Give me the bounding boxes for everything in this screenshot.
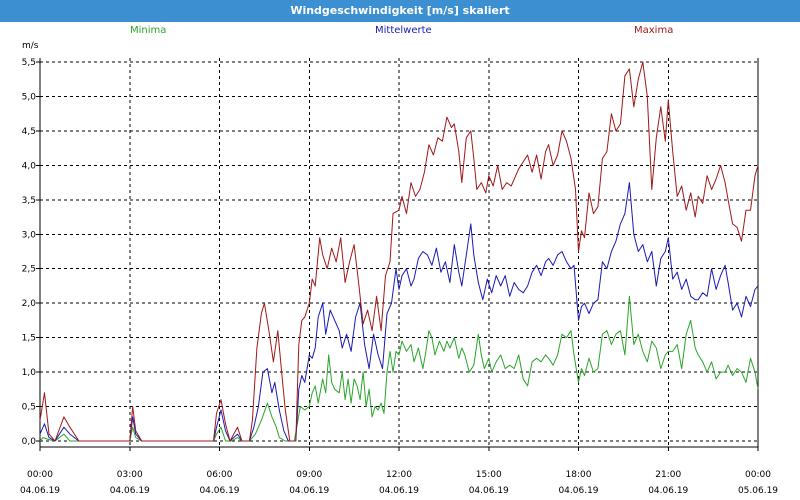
- y-tick-label: 5,5: [22, 58, 36, 68]
- x-tick-time-label: 03:00: [117, 470, 143, 480]
- grid-lines: [40, 58, 758, 447]
- x-tick-date-label: 04.06.19: [558, 486, 598, 496]
- x-tick-date-label: 04.06.19: [199, 486, 239, 496]
- y-tick-label: 4,5: [22, 127, 36, 137]
- series-line-mittelwerte: [39, 182, 759, 442]
- x-tick-date-label: 04.06.19: [289, 486, 329, 496]
- x-tick-date-label: 04.06.19: [648, 486, 688, 496]
- x-tick-time-label: 18:00: [566, 470, 592, 480]
- x-tick-time-label: 09:00: [296, 470, 322, 480]
- y-tick-label: 1,0: [22, 368, 37, 378]
- x-tick-date-label: 05.06.19: [738, 486, 778, 496]
- y-tick-label: 3,5: [22, 196, 36, 206]
- x-tick-date-label: 04.06.19: [379, 486, 419, 496]
- window-title: Windgeschwindigkeit [m/s] skaliert: [0, 0, 800, 22]
- y-tick-label: 0,0: [22, 437, 37, 447]
- x-tick-time-label: 12:00: [386, 470, 412, 480]
- series-line-minima: [39, 295, 759, 442]
- x-tick-time-label: 15:00: [476, 470, 502, 480]
- y-tick-label: 1,5: [22, 334, 36, 344]
- x-tick-date-label: 04.06.19: [20, 486, 60, 496]
- y-axis-unit-label: m/s: [22, 41, 39, 51]
- x-tick-time-label: 00:00: [745, 470, 771, 480]
- x-tick-date-label: 04.06.19: [110, 486, 150, 496]
- x-tick-date-label: 04.06.19: [469, 486, 509, 496]
- y-tick-label: 4,0: [22, 161, 37, 171]
- y-tick-label: 2,0: [22, 299, 37, 309]
- x-tick-time-label: 06:00: [207, 470, 233, 480]
- series-lines: [39, 61, 759, 442]
- y-tick-label: 5,0: [22, 92, 37, 102]
- x-tick-time-label: 21:00: [655, 470, 681, 480]
- tick-labels: 0,0 0,5 1,0 1,5 2,0 2,5 3,0 3,5 4,0 4,5 5,0 5,5 m/s 0…: [20, 41, 778, 496]
- legend-maxima: Maxima: [634, 25, 674, 36]
- x-tick-time-label: 00:00: [27, 470, 53, 480]
- y-tick-label: 0,5: [22, 403, 36, 413]
- y-tick-label: 2,5: [22, 265, 36, 275]
- y-tick-label: 3,0: [22, 230, 37, 240]
- legend-mittelwerte: Mittelwerte: [375, 25, 432, 36]
- series-line-maxima: [39, 61, 759, 442]
- legend-minima: Minima: [130, 25, 167, 36]
- axes: [36, 58, 759, 451]
